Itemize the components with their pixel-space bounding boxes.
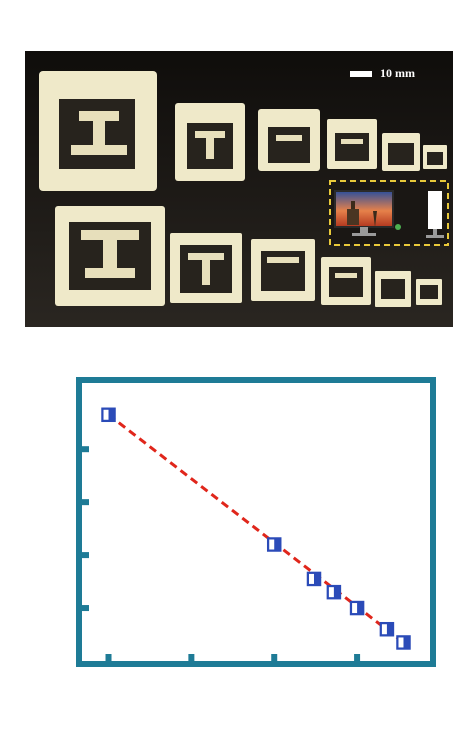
cube-top-1 bbox=[39, 71, 157, 191]
y-tick-0 bbox=[82, 605, 89, 612]
phone-icon bbox=[426, 191, 444, 238]
data-point-2 bbox=[306, 571, 322, 587]
cube-bottom-4 bbox=[321, 257, 371, 305]
axis-ticks bbox=[82, 446, 361, 661]
scale-bar bbox=[350, 71, 372, 77]
y-tick-1 bbox=[82, 552, 89, 559]
data-point-4 bbox=[349, 600, 365, 616]
scale-label: 10 mm bbox=[380, 66, 415, 80]
data-point-5 bbox=[379, 621, 395, 637]
cube-top-4 bbox=[327, 119, 377, 169]
x-tick-1 bbox=[188, 654, 195, 661]
cube-top-5 bbox=[382, 133, 420, 171]
specimen-photo bbox=[25, 51, 453, 327]
data-points bbox=[101, 407, 411, 650]
x-tick-3 bbox=[354, 654, 361, 661]
fit-line bbox=[107, 413, 405, 644]
data-point-0 bbox=[101, 407, 116, 423]
y-tick-3 bbox=[82, 446, 89, 453]
cube-bottom-2 bbox=[170, 233, 242, 303]
y-tick-2 bbox=[82, 499, 89, 506]
cube-top-2 bbox=[175, 103, 245, 181]
cube-top-3 bbox=[258, 109, 320, 171]
data-point-6 bbox=[396, 635, 411, 650]
cube-bottom-5 bbox=[375, 271, 411, 307]
specimen-photo-drawing bbox=[25, 51, 453, 327]
plot-frame bbox=[76, 377, 436, 667]
cube-top-6 bbox=[423, 145, 447, 169]
x-tick-0 bbox=[105, 654, 112, 661]
cube-bottom-1 bbox=[55, 206, 165, 306]
monitor-icon bbox=[334, 190, 401, 236]
inset-box bbox=[329, 180, 449, 246]
cube-bottom-3 bbox=[251, 239, 315, 301]
data-point-3 bbox=[326, 584, 342, 600]
x-tick-2 bbox=[271, 654, 278, 661]
cube-bottom-6 bbox=[416, 279, 442, 305]
data-point-1 bbox=[266, 537, 282, 552]
